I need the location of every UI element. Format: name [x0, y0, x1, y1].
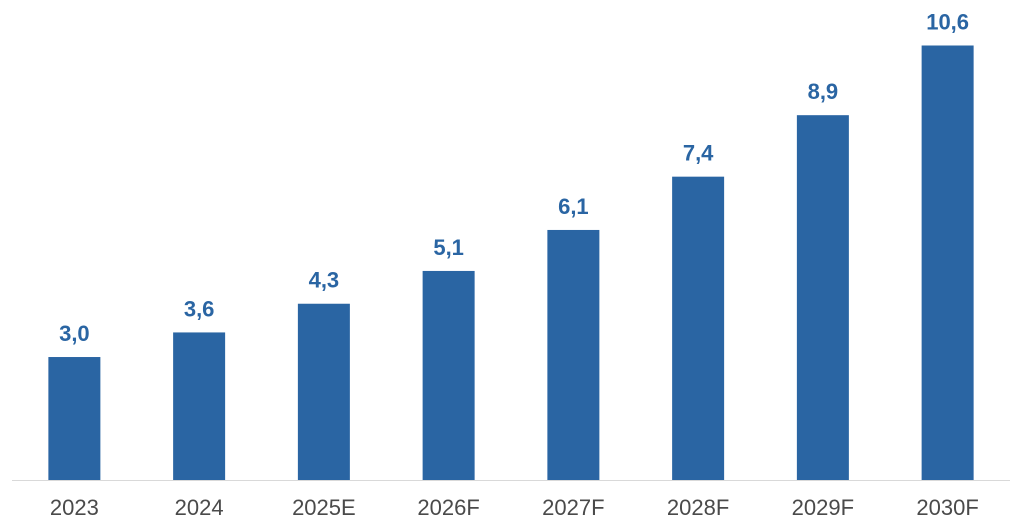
bars-group — [48, 45, 974, 481]
value-label-2027F: 6,1 — [558, 194, 589, 219]
value-label-2029F: 8,9 — [808, 79, 839, 104]
value-label-2025E: 4,3 — [309, 268, 340, 293]
bar-2026F — [422, 270, 475, 480]
value-label-2030F: 10,6 — [926, 9, 969, 34]
x-tick-label-2029F: 2029F — [792, 495, 854, 520]
value-labels-group: 3,0 3,6 4,3 5,1 6,1 7,4 8,9 10,6 — [59, 9, 969, 346]
value-label-2028F: 7,4 — [683, 141, 714, 166]
x-tick-label-2027F: 2027F — [542, 495, 604, 520]
x-tick-label-2030F: 2030F — [916, 495, 978, 520]
x-tick-label-2024: 2024 — [175, 495, 224, 520]
bar-2023 — [48, 357, 101, 480]
x-tick-label-2023: 2023 — [50, 495, 99, 520]
bar-2028F — [672, 176, 725, 480]
bar-2027F — [547, 229, 600, 480]
bar-2024 — [173, 332, 226, 480]
value-label-2023: 3,0 — [59, 321, 90, 346]
x-tick-label-2025E: 2025E — [292, 495, 356, 520]
x-tick-label-2026F: 2026F — [417, 495, 479, 520]
bar-2025E — [297, 303, 350, 480]
value-label-2026F: 5,1 — [433, 235, 464, 260]
value-label-2024: 3,6 — [184, 296, 215, 321]
bar-2030F — [921, 45, 974, 481]
bar-2029F — [796, 115, 849, 481]
x-tick-labels-group: 2023 2024 2025E 2026F 2027F 2028F 2029F 2030F — [50, 495, 979, 520]
x-tick-label-2028F: 2028F — [667, 495, 729, 520]
